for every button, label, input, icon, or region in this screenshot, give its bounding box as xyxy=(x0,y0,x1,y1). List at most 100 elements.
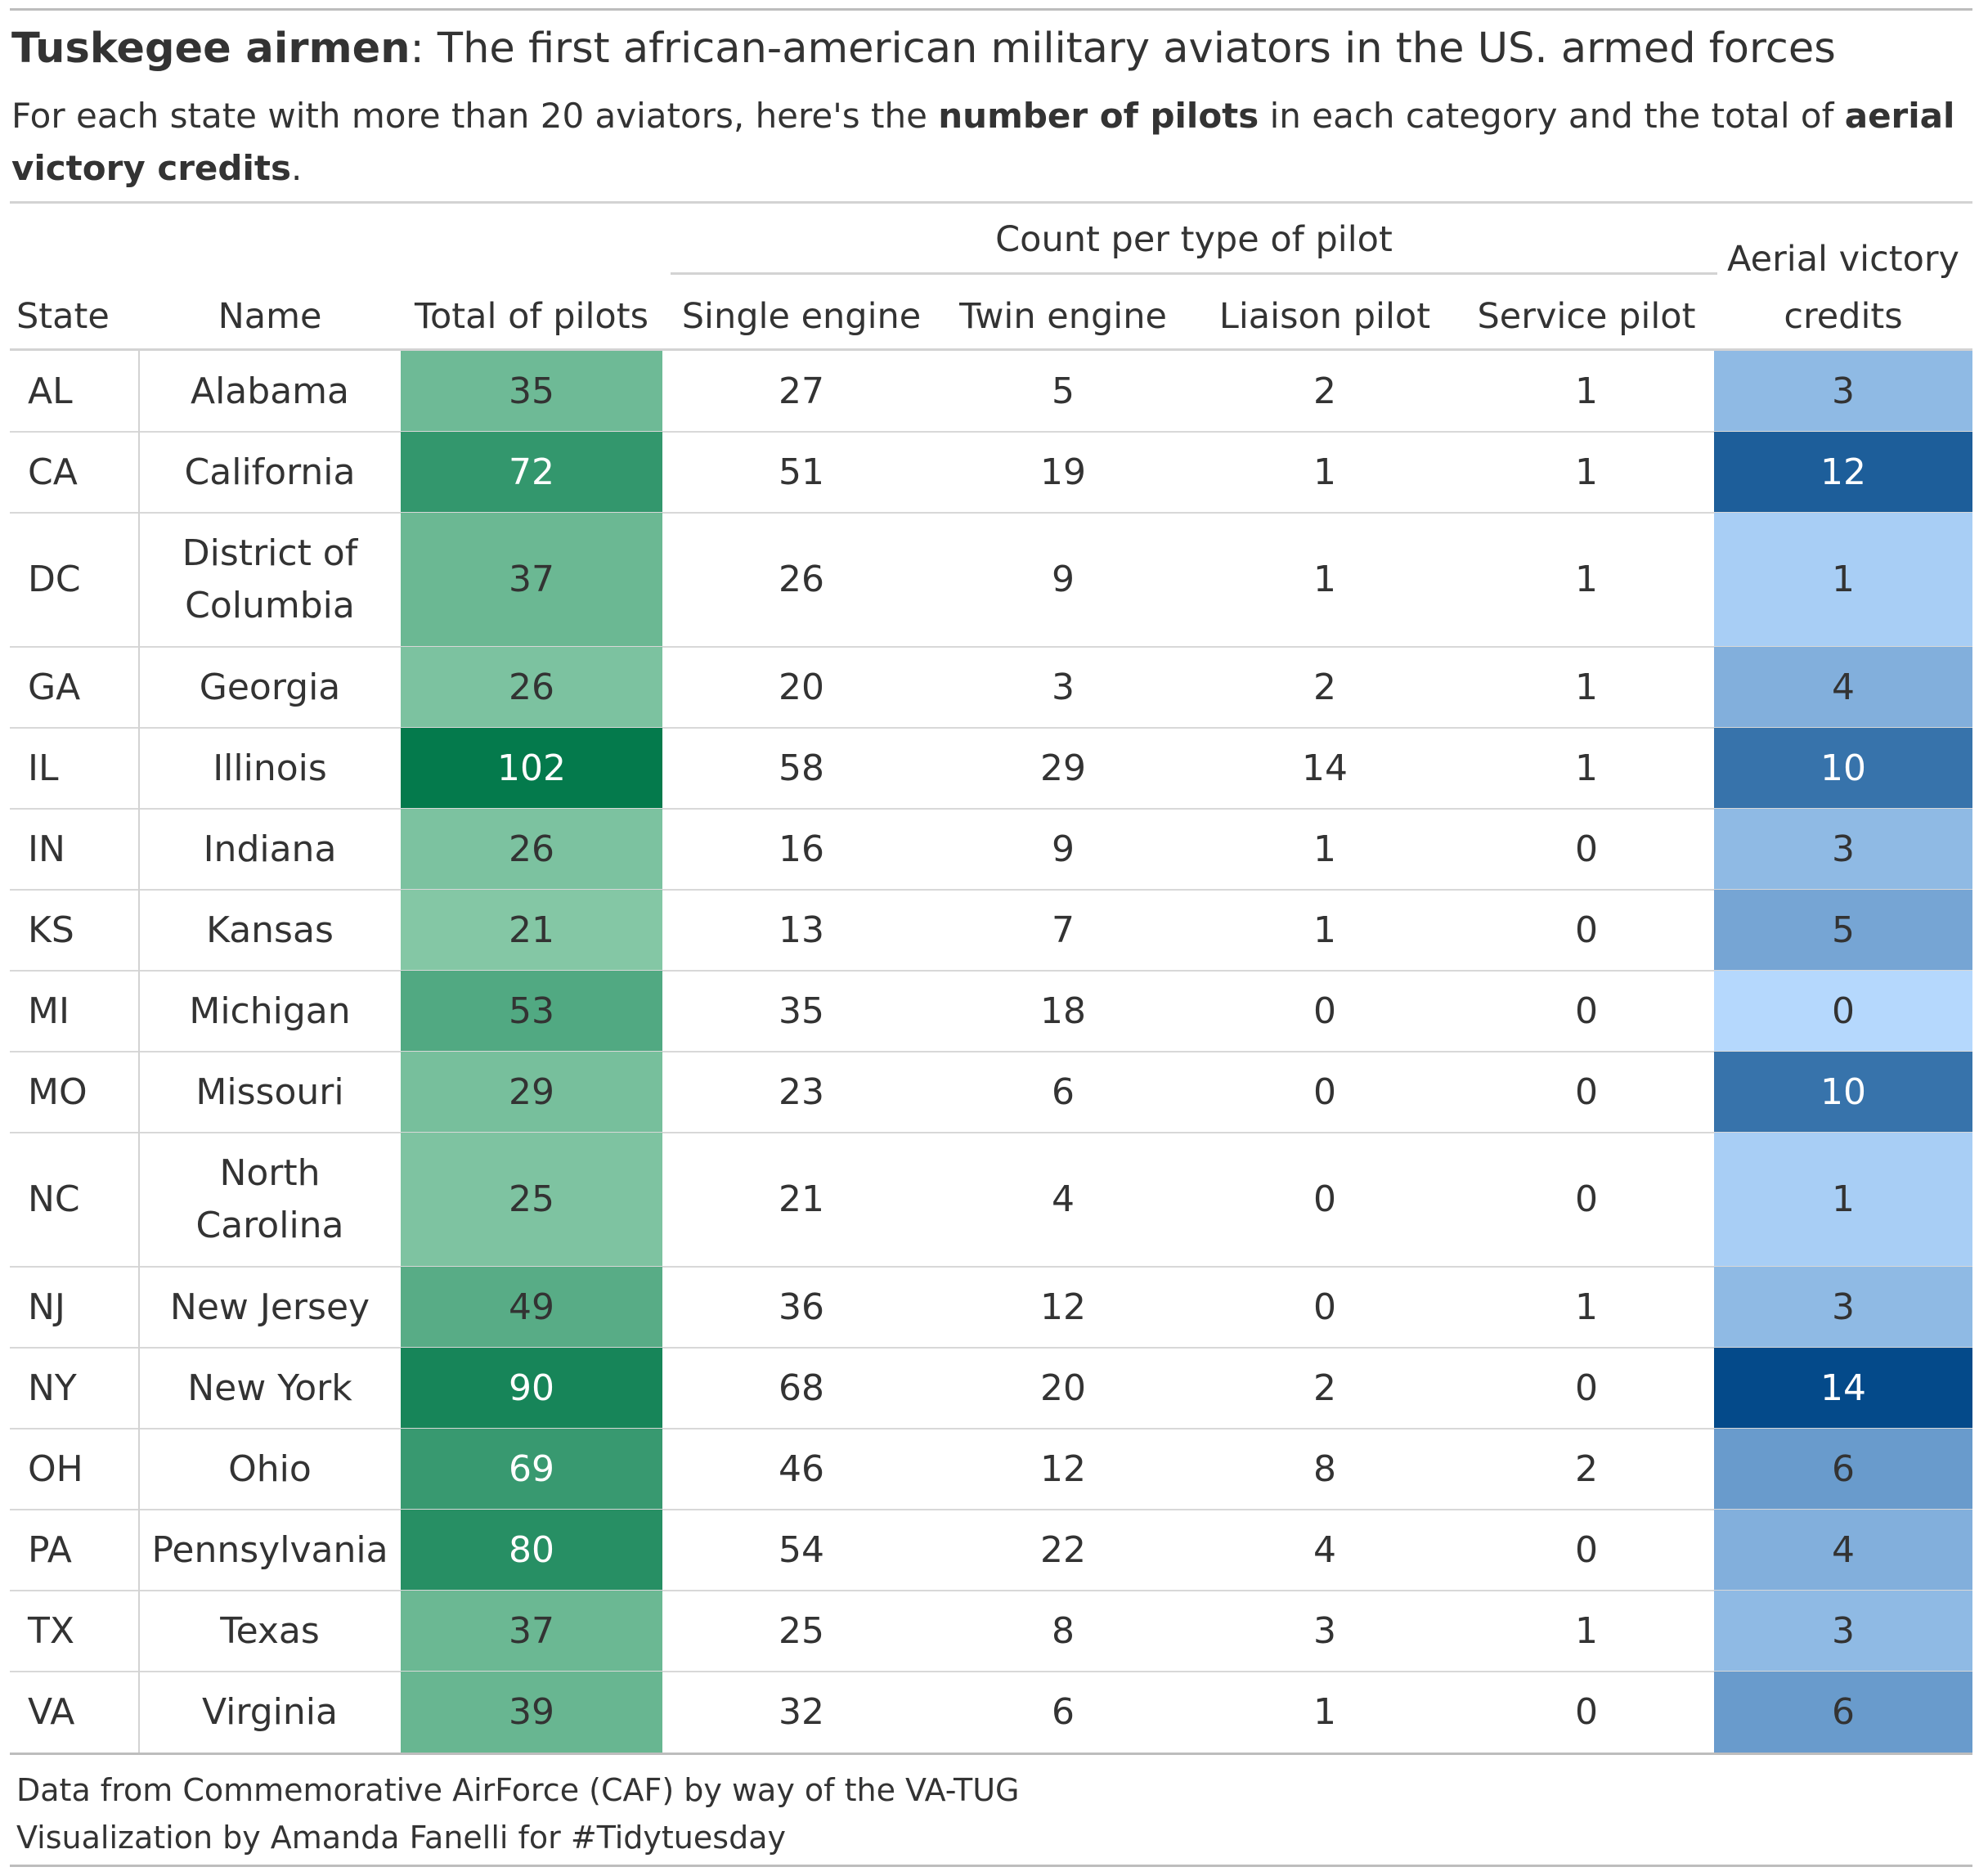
cell-twin: 3 xyxy=(1052,666,1075,708)
cell-liaison: 3 xyxy=(1313,1609,1336,1652)
row-divider xyxy=(10,970,1972,972)
cell-single: 68 xyxy=(779,1367,824,1409)
cell-total: 39 xyxy=(401,1672,662,1753)
cell-total: 90 xyxy=(401,1348,662,1429)
column-header-total: Total of pilots xyxy=(415,296,648,337)
cell-aerial: 4 xyxy=(1714,647,1972,728)
cell-state: MI xyxy=(28,990,70,1032)
cell-service: 0 xyxy=(1575,990,1598,1032)
table-row: DC District of Columbia 37 26 9 1 1 1 xyxy=(10,513,1972,647)
table-subtitle: For each state with more than 20 aviator… xyxy=(11,90,1958,195)
cell-state: AL xyxy=(28,370,73,412)
column-header-aerial-line2: credits xyxy=(1784,296,1903,337)
cell-service: 1 xyxy=(1575,747,1598,789)
cell-twin: 6 xyxy=(1052,1070,1075,1113)
cell-twin: 19 xyxy=(1040,451,1086,493)
cell-state: TX xyxy=(28,1609,75,1652)
table-row: NY New York 90 68 20 2 0 14 xyxy=(10,1348,1972,1429)
cell-aerial: 3 xyxy=(1714,1591,1972,1672)
row-divider xyxy=(10,1671,1972,1672)
cell-service: 0 xyxy=(1575,1367,1598,1409)
cell-total: 35 xyxy=(401,351,662,432)
cell-state: CA xyxy=(28,451,78,493)
end-rule xyxy=(10,1865,1972,1867)
cell-service: 1 xyxy=(1575,370,1598,412)
cell-service: 0 xyxy=(1575,1178,1598,1220)
row-divider xyxy=(10,1132,1972,1133)
cell-service: 1 xyxy=(1575,451,1598,493)
top-rule xyxy=(10,8,1972,11)
cell-liaison: 14 xyxy=(1302,747,1348,789)
table-row: MI Michigan 53 35 18 0 0 0 xyxy=(10,971,1972,1052)
cell-twin: 12 xyxy=(1040,1447,1086,1490)
cell-aerial: 3 xyxy=(1714,809,1972,890)
cell-aerial: 6 xyxy=(1714,1429,1972,1510)
cell-service: 0 xyxy=(1575,1690,1598,1733)
body-bottom-rule xyxy=(10,1753,1972,1755)
cell-name: Kansas xyxy=(206,909,334,951)
cell-total: 69 xyxy=(401,1429,662,1510)
table-row: CA California 72 51 19 1 1 12 xyxy=(10,432,1972,513)
cell-aerial: 10 xyxy=(1714,728,1972,809)
cell-service: 1 xyxy=(1575,1609,1598,1652)
row-divider xyxy=(10,431,1972,433)
spanner-underline xyxy=(671,272,1717,275)
column-header-name: Name xyxy=(218,296,322,337)
cell-single: 51 xyxy=(779,451,824,493)
cell-service: 0 xyxy=(1575,1528,1598,1571)
title-bold: Tuskegee airmen xyxy=(11,25,411,73)
cell-total: 21 xyxy=(401,890,662,971)
cell-twin: 5 xyxy=(1052,370,1075,412)
cell-aerial: 6 xyxy=(1714,1672,1972,1753)
table-row: PA Pennsylvania 80 54 22 4 0 4 xyxy=(10,1510,1972,1591)
cell-name: New York xyxy=(187,1367,352,1409)
cell-name: Virginia xyxy=(202,1690,338,1733)
cell-state: KS xyxy=(28,909,74,951)
row-divider xyxy=(10,1051,1972,1052)
row-divider xyxy=(10,1509,1972,1510)
cell-aerial: 0 xyxy=(1714,971,1972,1052)
cell-service: 1 xyxy=(1575,1286,1598,1328)
cell-total: 25 xyxy=(401,1133,662,1267)
cell-name: Illinois xyxy=(213,747,327,789)
column-header-service: Service pilot xyxy=(1477,296,1696,337)
cell-single: 16 xyxy=(779,828,824,870)
cell-aerial: 14 xyxy=(1714,1348,1972,1429)
cell-total: 72 xyxy=(401,432,662,513)
table-row: NJ New Jersey 49 36 12 0 1 3 xyxy=(10,1267,1972,1348)
cell-twin: 9 xyxy=(1052,828,1075,870)
subtitle-part2: in each category and the total of xyxy=(1259,96,1845,136)
footnote-credit: Visualization by Amanda Fanelli for #Tid… xyxy=(16,1820,786,1856)
cell-liaison: 1 xyxy=(1313,828,1336,870)
cell-liaison: 8 xyxy=(1313,1447,1336,1490)
cell-single: 27 xyxy=(779,370,824,412)
cell-total: 102 xyxy=(401,728,662,809)
row-divider xyxy=(10,1590,1972,1591)
cell-service: 2 xyxy=(1575,1447,1598,1490)
cell-twin: 7 xyxy=(1052,909,1075,951)
table-row: NC North Carolina 25 21 4 0 0 1 xyxy=(10,1133,1972,1267)
cell-aerial: 1 xyxy=(1714,1133,1972,1267)
cell-name: Ohio xyxy=(228,1447,312,1490)
cell-name: New Jersey xyxy=(169,1286,370,1328)
cell-state: MO xyxy=(28,1070,88,1113)
cell-twin: 20 xyxy=(1040,1367,1086,1409)
cell-twin: 4 xyxy=(1052,1178,1075,1220)
cell-aerial: 12 xyxy=(1714,432,1972,513)
row-divider xyxy=(10,1428,1972,1429)
cell-name: Texas xyxy=(220,1609,320,1652)
cell-aerial: 5 xyxy=(1714,890,1972,971)
column-header-liaison: Liaison pilot xyxy=(1218,296,1431,337)
cell-name: California xyxy=(184,451,356,493)
row-divider xyxy=(10,512,1972,514)
cell-liaison: 0 xyxy=(1313,1070,1336,1113)
row-divider xyxy=(10,889,1972,891)
cell-twin: 8 xyxy=(1052,1609,1075,1652)
cell-single: 23 xyxy=(779,1070,824,1113)
cell-single: 13 xyxy=(779,909,824,951)
title-rest: : The first african-american military av… xyxy=(410,25,1836,73)
row-divider xyxy=(10,646,1972,648)
cell-aerial: 4 xyxy=(1714,1510,1972,1591)
cell-twin: 9 xyxy=(1052,559,1075,600)
subtitle-bold2: aerial victory credits xyxy=(11,96,1955,188)
